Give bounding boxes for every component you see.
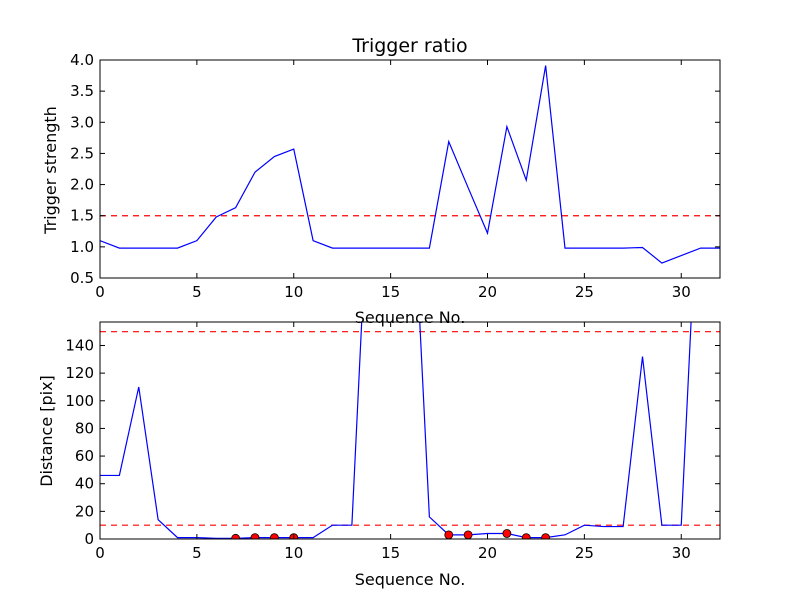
bottom-chart-marker-point-5 xyxy=(463,530,473,539)
bottom-chart-x-tick-label-1: 5 xyxy=(192,544,202,562)
bottom-chart-marker-point-7 xyxy=(521,533,531,539)
bottom-chart-marker-point-8 xyxy=(541,533,551,539)
bottom-chart-marker-point-6 xyxy=(502,529,512,538)
bottom-chart-plot-area xyxy=(100,322,720,539)
bottom-chart-x-tick-label-3: 15 xyxy=(381,544,400,562)
bottom-chart-x-tick-label-2: 10 xyxy=(284,544,303,562)
top-chart-y-tick-label-6: 3.5 xyxy=(70,82,94,100)
bottom-chart-marker-point-4 xyxy=(444,530,454,539)
bottom-chart-y-tick-label-6: 120 xyxy=(65,364,94,382)
bottom-chart-y-tick-label-5: 100 xyxy=(65,392,94,410)
top-chart-y-tick-label-4: 2.5 xyxy=(70,144,94,162)
bottom-chart-series-line-0 xyxy=(100,322,692,539)
top-chart-axes-frame xyxy=(99,59,721,279)
top-chart-x-tick-label-0: 0 xyxy=(95,283,105,301)
top-chart-y-tick-label-0: 0.5 xyxy=(70,269,94,287)
bottom-chart-y-tick-label-4: 80 xyxy=(75,419,94,437)
bottom-chart-x-axis-label: Sequence No. xyxy=(355,570,466,589)
bottom-chart-x-tick-label-4: 20 xyxy=(478,544,497,562)
bottom-chart-axes-frame xyxy=(99,321,721,540)
bottom-chart-x-tick-label-5: 25 xyxy=(575,544,594,562)
top-chart-y-axis-label: Trigger strength xyxy=(41,106,60,235)
bottom-chart-y-tick-label-3: 60 xyxy=(75,447,94,465)
top-chart-x-tick-label-1: 5 xyxy=(192,283,202,301)
top-chart-series-line-0 xyxy=(100,65,720,264)
bottom-chart-y-tick-label-2: 40 xyxy=(75,475,94,493)
bottom-chart-marker-point-0 xyxy=(231,533,241,539)
top-chart-x-tick-label-6: 30 xyxy=(672,283,691,301)
distance-panel: 0 5 10 15 20 25 30 0 20 40 60 80 100 120 140 xyxy=(65,321,721,562)
top-chart-x-tick-label-2: 10 xyxy=(284,283,303,301)
top-chart-y-tick-label-7: 4.0 xyxy=(70,51,94,69)
top-chart-x-tick-label-4: 20 xyxy=(478,283,497,301)
top-chart-y-tick-label-2: 1.5 xyxy=(70,207,94,225)
top-chart-y-tick-label-5: 3.0 xyxy=(70,113,94,131)
bottom-chart-y-tick-label-0: 0 xyxy=(84,530,94,548)
top-chart-x-tick-label-5: 25 xyxy=(575,283,594,301)
trigger-ratio-panel: 0 5 10 15 20 25 30 0.5 1.0 1.5 2.0 2.5 3.0 3.5 4.0 xyxy=(70,51,721,301)
top-chart-y-tick-label-1: 1.0 xyxy=(70,238,94,256)
bottom-chart-marker-point-1 xyxy=(250,533,260,539)
top-chart-x-tick-label-3: 15 xyxy=(381,283,400,301)
top-chart-title: Trigger ratio xyxy=(351,35,467,57)
bottom-chart-y-axis-label: Distance [pix] xyxy=(37,375,56,487)
top-chart-x-axis-label: Sequence No. xyxy=(355,308,466,327)
bottom-chart-y-tick-label-1: 20 xyxy=(75,502,94,520)
bottom-chart-x-tick-label-0: 0 xyxy=(95,544,105,562)
bottom-chart-marker-point-2 xyxy=(269,533,279,539)
top-chart-y-tick-label-3: 2.0 xyxy=(70,176,94,194)
top-chart-plot-area xyxy=(100,65,720,264)
bottom-chart-x-tick-label-6: 30 xyxy=(672,544,691,562)
bottom-chart-y-tick-label-7: 140 xyxy=(65,336,94,354)
